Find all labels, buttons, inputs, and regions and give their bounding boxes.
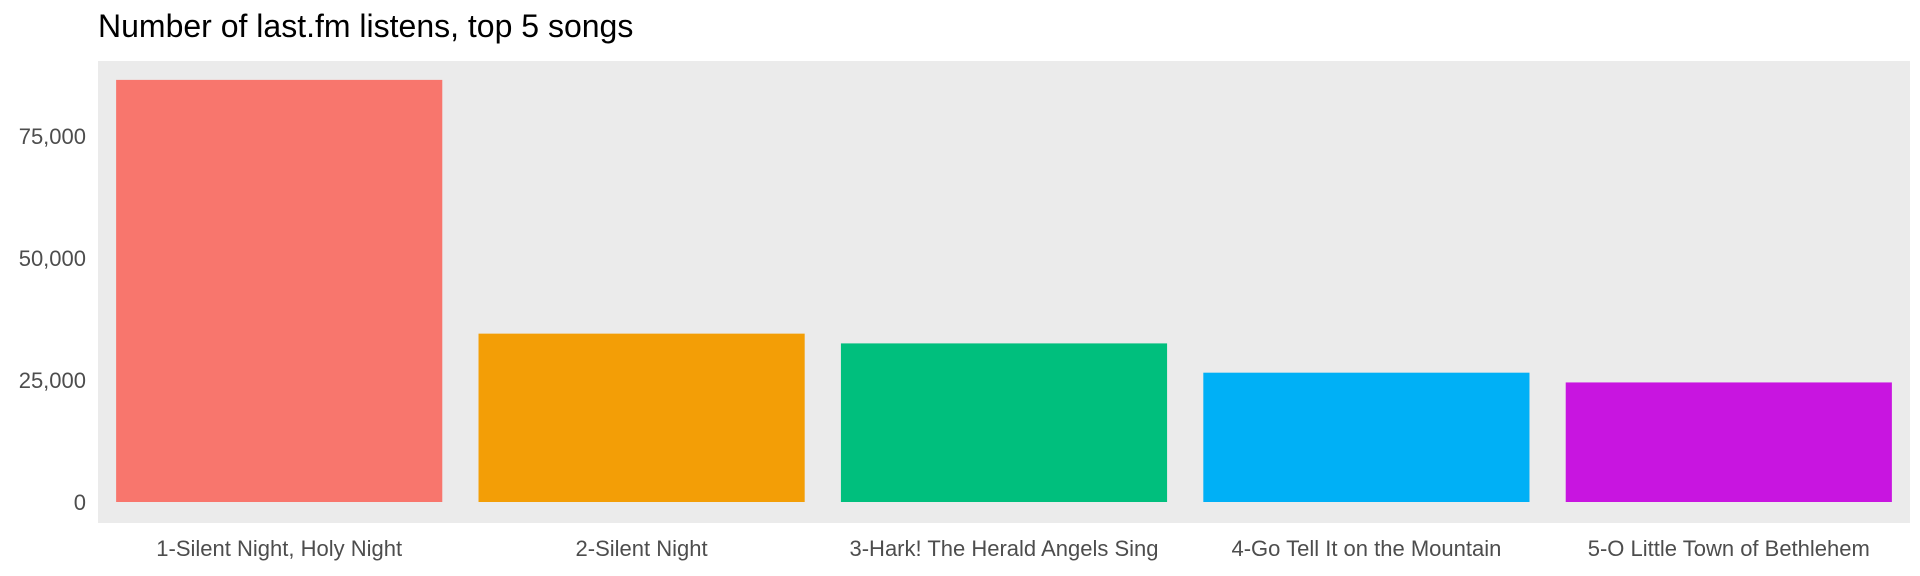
y-tick-label: 50,000	[19, 246, 86, 271]
x-tick-label: 3-Hark! The Herald Angels Sing	[850, 536, 1159, 561]
y-tick-label: 0	[74, 490, 86, 515]
x-tick-label: 2-Silent Night	[576, 536, 708, 561]
bar-5	[1565, 382, 1892, 502]
x-axis: 1-Silent Night, Holy Night 2-Silent Night…	[156, 536, 1870, 561]
x-tick-label: 5-O Little Town of Bethlehem	[1588, 536, 1870, 561]
bar-4	[1203, 372, 1530, 502]
bars	[116, 79, 1892, 502]
y-axis: 0 25,000 50,000 75,000	[19, 124, 86, 515]
y-tick-label: 75,000	[19, 124, 86, 149]
bar-1	[116, 79, 443, 502]
x-tick-label: 4-Go Tell It on the Mountain	[1231, 536, 1501, 561]
bar-2	[478, 333, 805, 502]
y-tick-label: 25,000	[19, 368, 86, 393]
bar-3	[840, 343, 1168, 502]
chart-title: Number of last.fm listens, top 5 songs	[98, 8, 634, 44]
x-tick-label: 1-Silent Night, Holy Night	[156, 536, 402, 561]
